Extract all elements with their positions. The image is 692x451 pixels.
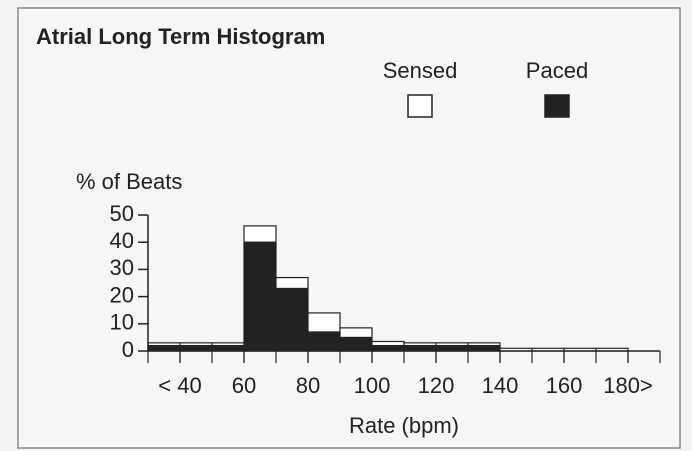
bar bbox=[403, 344, 437, 352]
x-tick-label: 60 bbox=[232, 373, 256, 398]
y-tick-label: 20 bbox=[110, 282, 134, 307]
y-tick-label: 50 bbox=[110, 201, 134, 226]
bar bbox=[147, 342, 181, 347]
bar bbox=[403, 342, 437, 347]
x-tick-label: 80 bbox=[296, 373, 320, 398]
y-tick-label: 0 bbox=[122, 337, 134, 362]
legend-swatch bbox=[407, 94, 433, 118]
bar bbox=[371, 340, 405, 347]
x-tick-label: 100 bbox=[354, 373, 391, 398]
bar bbox=[307, 331, 341, 352]
chart-title: Atrial Long Term Histogram bbox=[36, 24, 325, 49]
bar bbox=[243, 225, 277, 243]
x-tick-label: < 40 bbox=[158, 373, 201, 398]
bar bbox=[147, 344, 181, 352]
bar bbox=[371, 344, 405, 352]
legend-swatch bbox=[544, 94, 570, 118]
bar bbox=[275, 287, 309, 352]
bar bbox=[467, 344, 501, 352]
bar bbox=[243, 241, 277, 352]
frame bbox=[17, 7, 681, 449]
y-tick-label: 40 bbox=[110, 228, 134, 253]
bar bbox=[435, 344, 469, 352]
x-tick-label: 120 bbox=[418, 373, 455, 398]
x-tick-label: 180> bbox=[603, 373, 653, 398]
bar bbox=[435, 342, 469, 347]
x-tick-label: 160 bbox=[546, 373, 583, 398]
bar bbox=[179, 344, 213, 352]
bar bbox=[179, 342, 213, 347]
y-tick-label: 10 bbox=[110, 310, 134, 335]
x-axis-label: Rate (bpm) bbox=[349, 413, 459, 438]
y-axis-label: % of Beats bbox=[76, 169, 182, 194]
bar bbox=[339, 336, 373, 352]
bar bbox=[467, 342, 501, 347]
y-tick-label: 30 bbox=[110, 255, 134, 280]
legend-label: Paced bbox=[526, 58, 588, 83]
legend-label: Sensed bbox=[383, 58, 458, 83]
bar bbox=[307, 312, 341, 333]
bar bbox=[211, 344, 245, 352]
bar bbox=[275, 276, 309, 290]
bar bbox=[339, 327, 373, 339]
x-tick-label: 140 bbox=[482, 373, 519, 398]
bar bbox=[211, 342, 245, 347]
